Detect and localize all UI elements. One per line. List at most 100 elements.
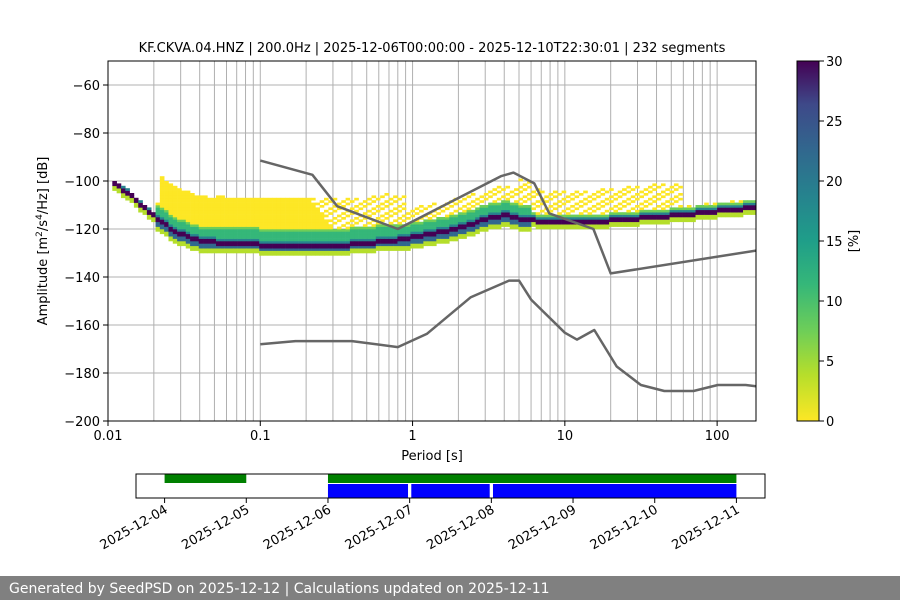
- pdf-cell: [280, 205, 286, 208]
- pdf-cell: [246, 243, 251, 247]
- pdf-cell: [578, 221, 584, 225]
- pdf-cell: [237, 250, 243, 254]
- pdf-cell: [738, 209, 744, 213]
- pdf-cell: [289, 205, 295, 208]
- timeline-frame: [135, 473, 766, 499]
- pdf-cell: [427, 243, 433, 247]
- pdf-cell: [241, 221, 247, 225]
- pdf-cell: [233, 243, 238, 247]
- pdf-cell: [336, 248, 342, 251]
- pdf-cell: [293, 205, 299, 208]
- pdf-cell: [436, 229, 441, 232]
- pdf-cell: [228, 217, 234, 220]
- pdf-cell: [332, 217, 338, 220]
- pdf-cell: [652, 207, 657, 211]
- pdf-cell: [341, 243, 346, 247]
- pdf-cell: [449, 236, 454, 239]
- pdf-cell: [501, 221, 506, 225]
- pdf-cell: [488, 212, 493, 215]
- pdf-cell: [665, 221, 670, 225]
- pdf-cell: [436, 241, 441, 244]
- pdf-cell: [194, 238, 200, 242]
- pdf-cell: [276, 221, 282, 225]
- pdf-cell: [397, 205, 403, 208]
- pdf-cell: [514, 224, 519, 227]
- pdf-cell: [328, 212, 333, 215]
- pdf-cell: [224, 238, 230, 242]
- pdf-cell: [380, 243, 385, 247]
- pdf-cell: [224, 229, 230, 232]
- pdf-cell: [375, 197, 381, 201]
- pdf-cell: [194, 212, 200, 215]
- pdf-cell: [708, 212, 714, 215]
- pdf-cell: [112, 185, 117, 189]
- timeline-tick-label: 2025-12-10: [588, 502, 661, 553]
- pdf-cell: [345, 253, 351, 256]
- pdf-cell: [341, 245, 346, 249]
- pdf-cell: [250, 212, 256, 215]
- pdf-cell: [401, 229, 407, 232]
- pdf-cell: [725, 205, 731, 208]
- pdf-cell: [600, 219, 606, 223]
- pdf-cell: [159, 221, 165, 225]
- pdf-cell: [583, 219, 588, 223]
- pdf-cell: [250, 241, 256, 244]
- pdf-cell: [164, 183, 169, 187]
- pdf-cell: [527, 197, 532, 201]
- pdf-cell: [423, 226, 428, 230]
- pdf-cell: [298, 197, 303, 201]
- pdf-cell: [345, 236, 351, 239]
- pdf-cell: [293, 233, 299, 237]
- pdf-cell: [177, 221, 182, 225]
- pdf-cell: [181, 214, 187, 218]
- pdf-cell: [302, 197, 308, 201]
- pdf-cell: [276, 253, 282, 256]
- pdf-cell: [181, 195, 187, 199]
- pdf-cell: [648, 209, 653, 213]
- pdf-cell: [311, 236, 316, 239]
- pdf-cell: [518, 226, 524, 230]
- pdf-cell: [332, 243, 338, 247]
- pdf-cell: [388, 245, 394, 249]
- pdf-cell: [591, 214, 597, 218]
- footer-bar: Generated by SeedPSD on 2025-12-12 | Cal…: [0, 576, 900, 600]
- pdf-cell: [181, 236, 187, 239]
- pdf-cell: [596, 190, 601, 194]
- pdf-cell: [665, 193, 670, 196]
- pdf-cell: [311, 238, 316, 242]
- pdf-cell: [362, 245, 368, 249]
- pdf-cell: [185, 217, 191, 220]
- pdf-cell: [263, 253, 269, 256]
- pdf-cell: [254, 245, 260, 249]
- pdf-cell: [293, 209, 299, 213]
- pdf-cell: [319, 250, 325, 254]
- y-tick-label: −160: [64, 319, 100, 334]
- pdf-cell: [298, 243, 303, 247]
- pdf-cell: [349, 241, 355, 244]
- pdf-cell: [341, 224, 346, 227]
- pdf-cell: [656, 197, 662, 201]
- pdf-cell: [241, 200, 247, 203]
- pdf-cell: [190, 248, 195, 251]
- pdf-cell: [324, 233, 329, 237]
- pdf-cell: [427, 224, 433, 227]
- pdf-cell: [341, 233, 346, 237]
- pdf-cell: [522, 195, 528, 199]
- pdf-cell: [384, 217, 390, 220]
- pdf-cell: [228, 226, 234, 230]
- pdf-cell: [263, 219, 269, 223]
- pdf-cell: [725, 202, 731, 206]
- pdf-cell: [617, 224, 623, 227]
- pdf-cell: [198, 207, 204, 211]
- pdf-cell: [211, 248, 217, 251]
- pdf-cell: [604, 226, 610, 230]
- pdf-cell: [207, 197, 212, 201]
- pdf-cell: [380, 226, 385, 230]
- pdf-cell: [432, 226, 437, 230]
- pdf-cell: [600, 217, 606, 220]
- pdf-cell: [328, 248, 333, 251]
- pdf-cell: [354, 236, 359, 239]
- pdf-cell: [505, 221, 511, 225]
- pdf-cell: [375, 241, 381, 244]
